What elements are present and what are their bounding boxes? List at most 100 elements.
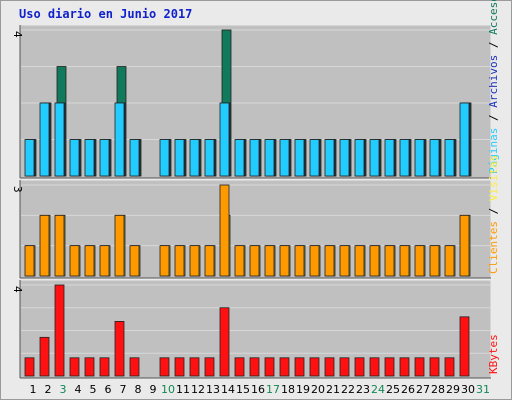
- legend-entry: /: [487, 201, 500, 221]
- bar-kbytes-29: [444, 357, 455, 377]
- x-tick-label-21: 21: [326, 383, 340, 396]
- bar-kbytes-27: [414, 357, 425, 377]
- x-tick-label-1: 1: [30, 383, 37, 396]
- bar-páginas-1: [24, 139, 35, 177]
- bar-kbytes-28: [429, 357, 440, 377]
- bar-páginas-6: [99, 139, 110, 177]
- bar-páginas-21: [324, 139, 335, 177]
- x-tick-label-9: 9: [150, 383, 157, 396]
- bar-kbytes-10: [159, 357, 170, 377]
- x-tick-label-10: 10: [161, 383, 175, 396]
- legend-entry: KBytes: [487, 334, 500, 374]
- bar-kbytes-30: [459, 316, 470, 377]
- x-tick-label-3: 3: [60, 383, 67, 396]
- bar-páginas-16: [249, 139, 260, 177]
- bar-clientes-28: [429, 245, 440, 277]
- bar-páginas-4: [69, 139, 80, 177]
- bar-kbytes-4: [69, 357, 80, 377]
- bar-clientes-11: [174, 245, 185, 277]
- legend-entry: Archivos: [487, 55, 500, 108]
- x-tick-label-2: 2: [45, 383, 52, 396]
- x-tick-label-7: 7: [120, 383, 127, 396]
- bar-clientes-10: [159, 245, 170, 277]
- legend-entry: /: [487, 35, 500, 55]
- x-tick-label-4: 4: [75, 383, 82, 396]
- bar-páginas-27: [414, 139, 425, 177]
- bar-clientes-14: [219, 184, 230, 277]
- bar-kbytes-1: [24, 357, 35, 377]
- bar-clientes-23: [354, 245, 365, 277]
- chart-title: Uso diario en Junio 2017: [19, 7, 193, 21]
- bar-clientes-24: [369, 245, 380, 277]
- bar-páginas-30: [459, 102, 470, 177]
- bar-clientes-20: [309, 245, 320, 277]
- bar-clientes-5: [84, 245, 95, 277]
- bar-clientes-22: [339, 245, 350, 277]
- x-tick-label-13: 13: [206, 383, 220, 396]
- bar-clientes-21: [324, 245, 335, 277]
- bar-páginas-18: [279, 139, 290, 177]
- y-max-label-kbytes: 4: [11, 286, 24, 293]
- bar-kbytes-19: [294, 357, 305, 377]
- bar-kbytes-12: [189, 357, 200, 377]
- bar-kbytes-6: [99, 357, 110, 377]
- bar-páginas-8: [129, 139, 140, 177]
- bar-páginas-25: [384, 139, 395, 177]
- bar-kbytes-5: [84, 357, 95, 377]
- bar-páginas-19: [294, 139, 305, 177]
- bar-kbytes-8: [129, 357, 140, 377]
- bar-clientes-27: [414, 245, 425, 277]
- x-tick-label-17: 17: [266, 383, 280, 396]
- bar-kbytes-3: [54, 284, 65, 377]
- bar-páginas-5: [84, 139, 95, 177]
- bar-páginas-13: [204, 139, 215, 177]
- x-tick-label-23: 23: [356, 383, 370, 396]
- bar-páginas-3: [54, 102, 65, 177]
- bar-clientes-13: [204, 245, 215, 277]
- legend-entry: Visitas: [487, 155, 500, 201]
- x-tick-label-16: 16: [251, 383, 265, 396]
- bar-páginas-24: [369, 139, 380, 177]
- bar-kbytes-21: [324, 357, 335, 377]
- x-tick-label-5: 5: [90, 383, 97, 396]
- bar-páginas-12: [189, 139, 200, 177]
- bar-kbytes-13: [204, 357, 215, 377]
- bar-páginas-23: [354, 139, 365, 177]
- x-tick-label-30: 30: [461, 383, 475, 396]
- bar-páginas-15: [234, 139, 245, 177]
- x-tick-label-11: 11: [176, 383, 190, 396]
- bar-kbytes-15: [234, 357, 245, 377]
- y-max-label-visitas: 3: [11, 186, 24, 193]
- y-max-label-accesos: 4: [11, 31, 24, 38]
- legend-entry: Páginas: [487, 128, 500, 174]
- x-tick-label-22: 22: [341, 383, 355, 396]
- bar-clientes-29: [444, 245, 455, 277]
- x-tick-label-27: 27: [416, 383, 430, 396]
- bar-kbytes-18: [279, 357, 290, 377]
- x-tick-label-25: 25: [386, 383, 400, 396]
- bar-clientes-15: [234, 245, 245, 277]
- bar-clientes-7: [114, 214, 125, 277]
- bar-clientes-19: [294, 245, 305, 277]
- bar-kbytes-25: [384, 357, 395, 377]
- bar-clientes-2: [39, 214, 50, 277]
- bar-clientes-18: [279, 245, 290, 277]
- x-tick-label-8: 8: [135, 383, 142, 396]
- bar-páginas-10: [159, 139, 170, 177]
- bar-kbytes-22: [339, 357, 350, 377]
- x-tick-label-20: 20: [311, 383, 325, 396]
- bar-clientes-1: [24, 245, 35, 277]
- legend-kbytes: KBytes: [487, 334, 500, 374]
- bar-clientes-16: [249, 245, 260, 277]
- bar-clientes-12: [189, 245, 200, 277]
- legend-entry: Clientes: [487, 221, 500, 274]
- x-tick-label-29: 29: [446, 383, 460, 396]
- bar-kbytes-16: [249, 357, 260, 377]
- bar-páginas-14: [219, 102, 230, 177]
- bar-páginas-7: [114, 102, 125, 177]
- x-tick-label-28: 28: [431, 383, 445, 396]
- bar-páginas-17: [264, 139, 275, 177]
- x-tick-label-12: 12: [191, 383, 205, 396]
- bar-páginas-11: [174, 139, 185, 177]
